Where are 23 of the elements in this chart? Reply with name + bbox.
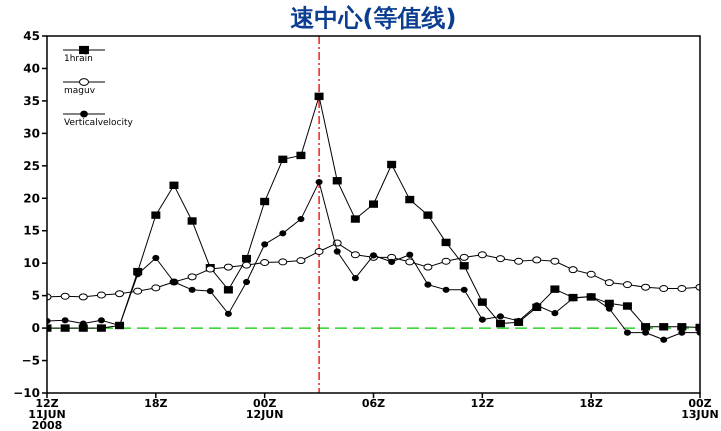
x-tick-label: 12Z <box>470 397 494 410</box>
y-tick-label: 35 <box>23 94 40 108</box>
x-tick-label: 12Z 11JUN 2008 <box>28 397 66 431</box>
y-tick-label: 25 <box>23 158 40 173</box>
y-tick-label: 15 <box>23 224 40 238</box>
legend-label: 1hrain <box>64 54 93 64</box>
y-tick-label: 0 <box>32 321 40 336</box>
y-tick-label: −5 <box>22 354 40 368</box>
y-tick-label: 40 <box>23 61 40 76</box>
x-tick-label: 00Z 13JUN <box>681 397 719 421</box>
y-tick-label: 5 <box>32 288 40 303</box>
x-tick-label: 18Z <box>144 397 168 410</box>
x-tick-label: 06Z <box>362 397 386 410</box>
legend-label: maguv <box>64 86 96 96</box>
y-tick-label: 30 <box>23 126 40 140</box>
y-tick-label: 10 <box>23 256 40 270</box>
y-tick-label: 20 <box>23 191 40 206</box>
x-tick-label: 18Z <box>580 397 603 410</box>
y-tick-label: −10 <box>13 386 40 400</box>
chart-title: 速中心(等值线) <box>290 4 456 32</box>
y-tick-label: 45 <box>23 29 40 43</box>
legend-label: Verticalvelocity <box>64 118 134 128</box>
x-tick-label: 00Z 12JUN <box>246 397 284 421</box>
